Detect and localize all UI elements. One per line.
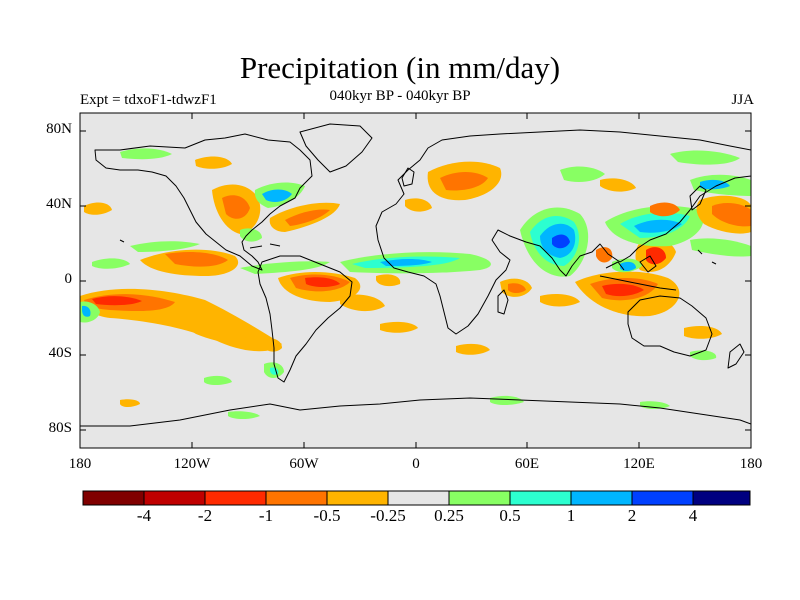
anomaly-patch	[82, 305, 91, 317]
anomaly-patch	[376, 274, 401, 287]
colorbar-swatch	[692, 490, 751, 506]
experiment-label: Expt = tdxoF1-tdwzF1	[80, 92, 217, 108]
anomaly-patch	[634, 219, 682, 233]
anomaly-patch	[596, 247, 613, 263]
x-tick-label: 0	[412, 456, 420, 472]
season-label: JJA	[731, 92, 754, 108]
coastline-britain	[401, 167, 415, 187]
anomaly-patch	[490, 395, 524, 405]
x-tick-label: 60E	[514, 456, 540, 472]
y-tick-label: 80S	[48, 420, 72, 436]
colorbar-swatch	[509, 490, 572, 506]
anomaly-patch	[262, 338, 282, 352]
anomaly-patch	[690, 350, 717, 361]
anomaly-patch	[228, 411, 260, 419]
colorbar	[82, 490, 751, 506]
anomaly-patch	[440, 172, 488, 191]
x-tick-label: 120W	[173, 456, 211, 472]
colorbar-swatch	[387, 490, 450, 506]
colorbar-swatch	[448, 490, 511, 506]
anomaly-patch	[684, 326, 722, 339]
anomaly-patch	[552, 234, 570, 249]
colorbar-swatch	[265, 490, 328, 506]
anomaly-patch	[690, 238, 751, 257]
anomaly-patch	[120, 399, 140, 407]
y-tick-label: 80N	[46, 121, 72, 137]
coastline-africa-eurasia	[375, 129, 751, 335]
anomaly-patch	[240, 228, 262, 242]
colorbar-label: 2	[627, 506, 637, 525]
anomaly-patch	[620, 261, 636, 271]
anomaly-patch	[285, 209, 330, 226]
coastline-antarctica	[80, 397, 751, 427]
anomaly-patch	[700, 179, 730, 190]
colorbar-label: -0.25	[370, 506, 406, 525]
x-tick-label: 120E	[623, 456, 655, 472]
coastline-japan	[689, 185, 707, 211]
anomaly-patch	[222, 195, 250, 219]
colorbar-swatch	[143, 490, 206, 506]
colorbar-swatch	[82, 490, 145, 506]
colorbar-swatch	[631, 490, 694, 506]
colorbar-label: 4	[688, 506, 698, 525]
colorbar-swatch	[570, 490, 633, 506]
coastline-madagascar	[497, 289, 509, 315]
anomaly-patch	[262, 189, 292, 202]
anomaly-patch	[405, 198, 432, 212]
coastline-greenland	[299, 123, 373, 173]
coastline-islands	[119, 239, 717, 265]
colorbar-label: -1	[258, 506, 274, 525]
colorbar-label: -2	[197, 506, 213, 525]
anomaly-patch	[508, 283, 526, 293]
y-tick-label: 40N	[46, 196, 72, 212]
anomaly-patch	[560, 166, 605, 182]
coastlines	[80, 123, 751, 427]
anomaly-patch	[380, 259, 432, 266]
y-tick-label: 40S	[48, 345, 72, 361]
coastline-new-zealand	[727, 343, 745, 369]
x-tick-label: 180	[739, 456, 763, 472]
x-tick-label: 60W	[289, 456, 319, 472]
plot-title: Precipitation (in mm/day)	[239, 50, 561, 85]
anomaly-patch	[195, 156, 232, 169]
coastline-north-america	[94, 133, 313, 271]
colorbar-swatch	[326, 490, 389, 506]
anomaly-patch	[602, 283, 644, 297]
colorbar-label: -4	[136, 506, 152, 525]
anomaly-patch	[180, 318, 250, 343]
y-tick-label: 0	[64, 271, 73, 287]
anomaly-patch	[650, 202, 680, 217]
anomaly-patch	[92, 296, 142, 306]
plot-subtitle: 040kyr BP - 040kyr BP	[329, 88, 471, 104]
anomaly-patch	[340, 294, 385, 312]
colorbar-label: 1	[566, 506, 576, 525]
anomaly-patch	[600, 178, 636, 192]
anomaly-patch	[240, 261, 330, 274]
anomaly-patch	[670, 150, 740, 165]
coastline-australia	[627, 295, 713, 357]
anomaly-patch	[120, 148, 172, 160]
colorbar-label: 0.25	[434, 506, 464, 525]
colorbar-label: -0.5	[313, 506, 341, 525]
anomaly-patch	[204, 375, 232, 385]
anomaly-patch	[92, 258, 130, 269]
anomaly-patch	[305, 277, 340, 287]
coastline-south-america	[257, 255, 353, 383]
anomaly-patch	[540, 294, 580, 307]
x-tick-label: 180	[68, 456, 92, 472]
anomaly-patch	[84, 202, 112, 215]
anomaly-patch	[646, 247, 666, 265]
colorbar-label: 0.5	[499, 506, 521, 525]
coastline-indonesia	[599, 255, 677, 291]
anomaly-patch	[380, 321, 418, 333]
anomaly-patch	[130, 241, 200, 252]
anomaly-patch	[712, 203, 751, 227]
anomaly-field	[80, 148, 751, 419]
anomaly-patch	[165, 252, 228, 267]
colorbar-swatch	[204, 490, 267, 506]
axis-ticks	[80, 113, 751, 448]
anomaly-patch	[456, 343, 490, 355]
